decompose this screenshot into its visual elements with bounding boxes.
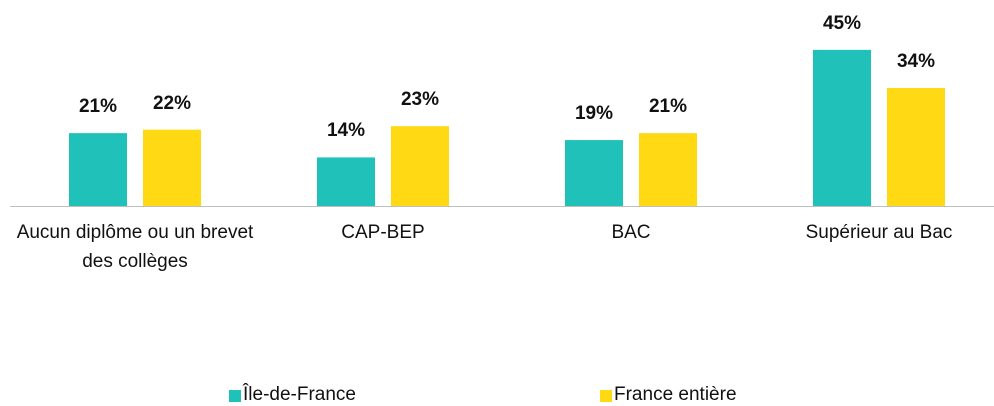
x-tick-label: CAP-BEP bbox=[341, 222, 425, 243]
legend-swatch bbox=[600, 390, 612, 402]
value-label: 45% bbox=[822, 12, 862, 34]
x-tick-label: Aucun diplôme ou un brevet des collèges bbox=[16, 222, 254, 272]
bar bbox=[69, 133, 127, 206]
bar bbox=[813, 49, 871, 206]
legend-label: Île-de-France bbox=[243, 384, 356, 405]
x-tick-label: Supérieur au Bac bbox=[805, 222, 953, 243]
value-label: 23% bbox=[400, 89, 440, 111]
bar bbox=[565, 140, 623, 206]
bar bbox=[887, 88, 945, 206]
value-label: 34% bbox=[896, 51, 936, 73]
x-tick-label: BAC bbox=[611, 222, 651, 243]
value-label: 21% bbox=[78, 96, 118, 118]
bar bbox=[639, 133, 697, 206]
legend-label: France entière bbox=[614, 384, 737, 405]
bar bbox=[391, 126, 449, 206]
bar bbox=[317, 157, 375, 206]
value-label: 19% bbox=[574, 103, 614, 125]
legend-swatch bbox=[229, 390, 241, 402]
value-label: 14% bbox=[326, 120, 366, 142]
value-label: 22% bbox=[152, 92, 192, 114]
bar bbox=[143, 129, 201, 206]
value-label: 21% bbox=[648, 96, 688, 118]
